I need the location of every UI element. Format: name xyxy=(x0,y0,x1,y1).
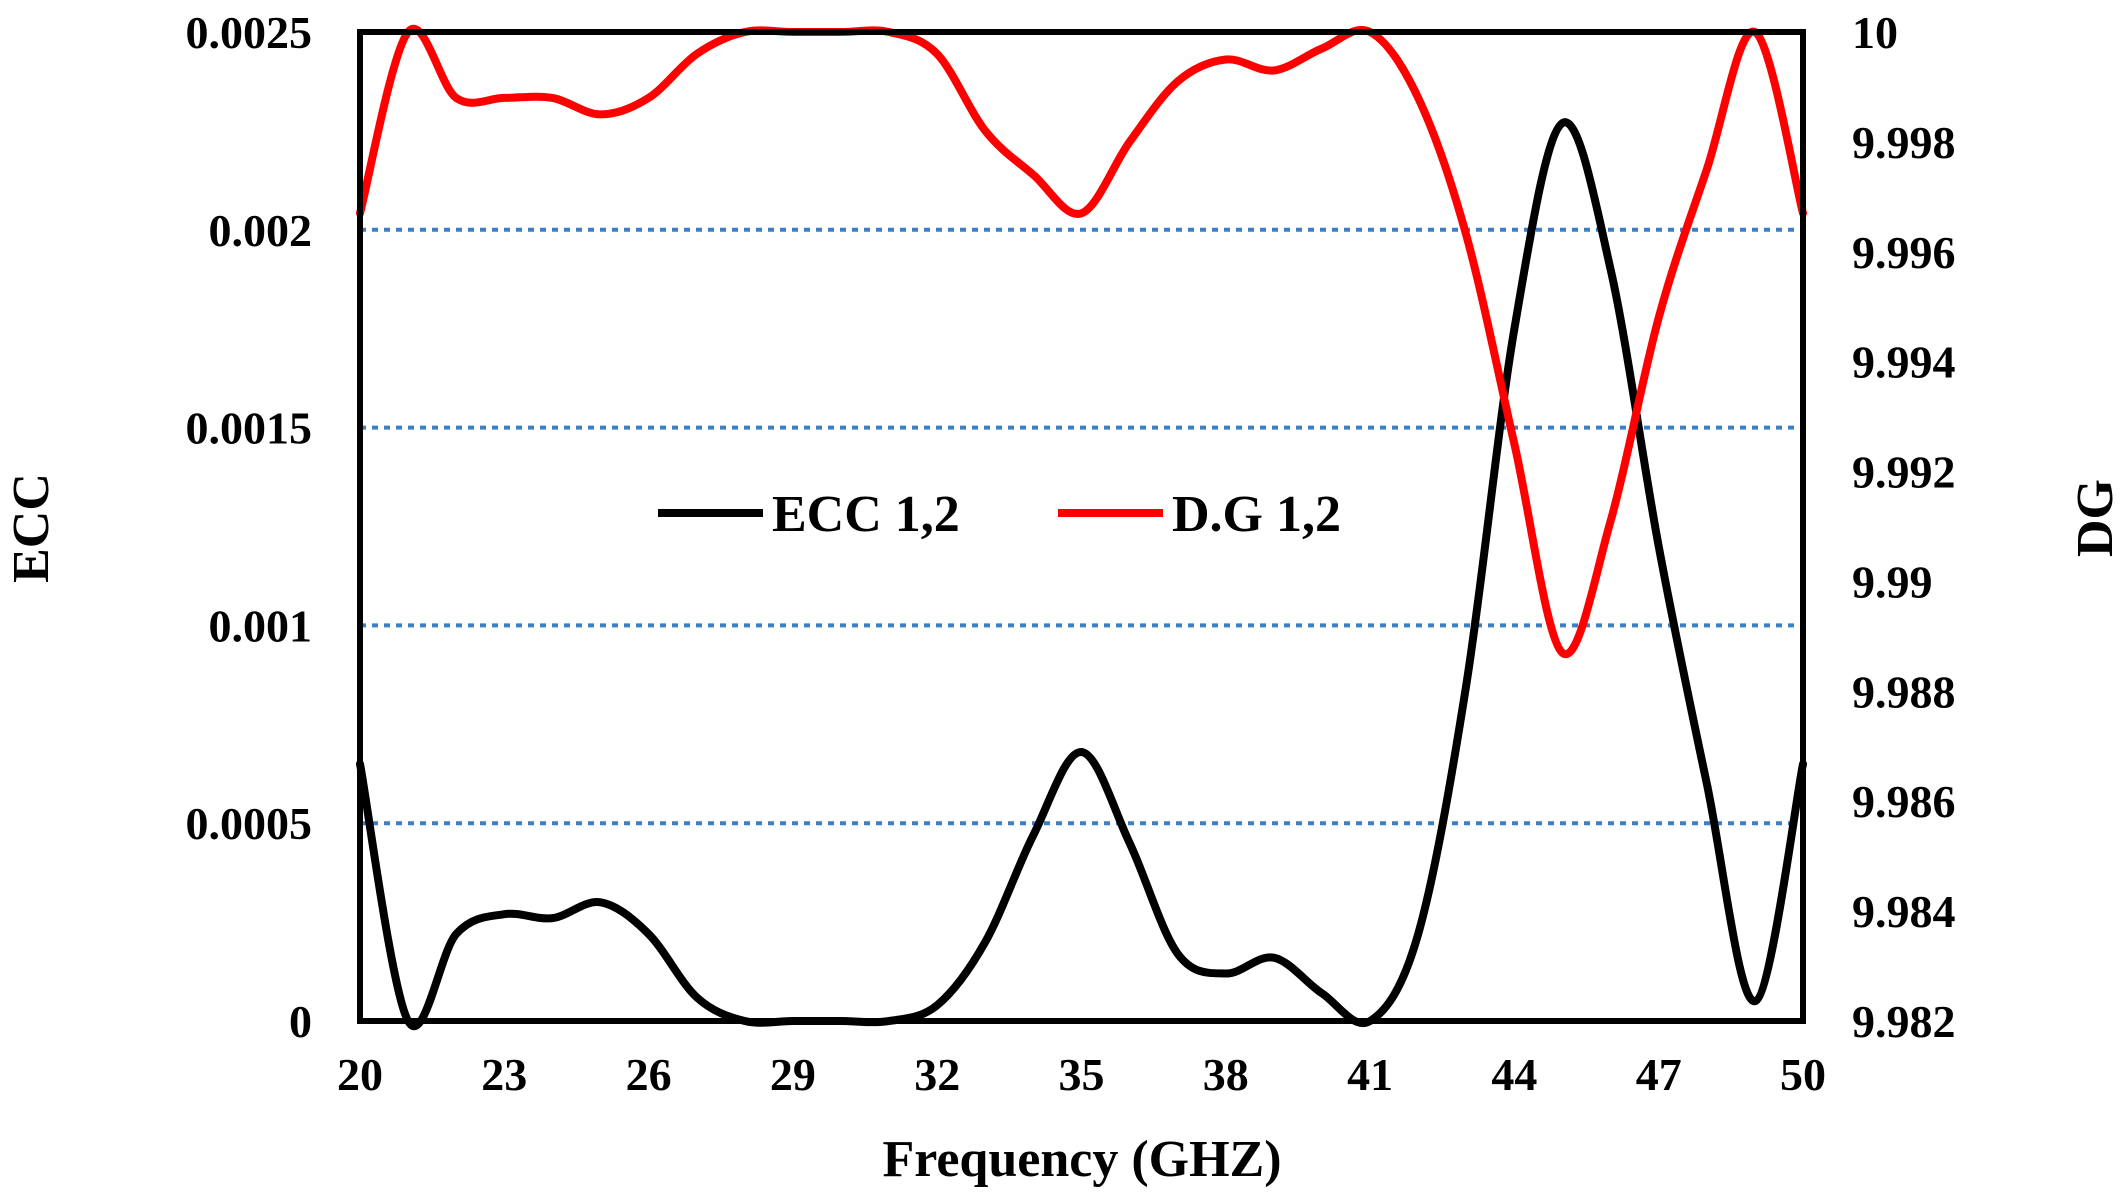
left-tick-label-1: 0.0005 xyxy=(186,798,313,849)
left-tick-label-2: 0.001 xyxy=(209,600,313,651)
left-tick-label-3: 0.0015 xyxy=(186,403,313,454)
right-tick-label-3: 9.988 xyxy=(1852,666,1956,717)
x-tick-label-4: 32 xyxy=(914,1049,960,1100)
x-axis-title: Frequency (GHZ) xyxy=(882,1131,1281,1188)
x-tick-label-10: 50 xyxy=(1780,1049,1826,1100)
left-axis-tick-labels: 0 0.0005 0.001 0.0015 0.002 0.0025 xyxy=(186,7,313,1047)
legend-label-dg: D.G 1,2 xyxy=(1172,486,1341,543)
plot-frame xyxy=(357,29,1806,1024)
x-tick-label-2: 26 xyxy=(626,1049,672,1100)
right-tick-label-4: 9.99 xyxy=(1852,556,1933,607)
legend-label-ecc: ECC 1,2 xyxy=(772,486,960,543)
x-tick-label-9: 47 xyxy=(1636,1049,1682,1100)
x-axis-tick-labels: 20 23 26 29 32 35 38 41 44 47 50 xyxy=(337,1049,1826,1100)
right-tick-label-9: 10 xyxy=(1852,7,1898,58)
x-tick-label-8: 44 xyxy=(1491,1049,1537,1100)
left-tick-label-4: 0.002 xyxy=(209,205,313,256)
right-tick-label-5: 9.992 xyxy=(1852,447,1956,498)
right-tick-label-1: 9.984 xyxy=(1852,886,1956,937)
x-tick-label-0: 20 xyxy=(337,1049,383,1100)
right-axis-title: DG xyxy=(2067,479,2124,557)
right-tick-label-8: 9.998 xyxy=(1852,117,1956,168)
series-line-dg xyxy=(356,24,1807,659)
right-axis-tick-labels: 9.982 9.984 9.986 9.988 9.99 9.992 9.994 9.996 9… xyxy=(1852,7,1956,1047)
x-tick-label-7: 41 xyxy=(1347,1049,1393,1100)
x-tick-label-1: 23 xyxy=(481,1049,527,1100)
right-tick-label-2: 9.986 xyxy=(1852,776,1956,827)
x-tick-label-3: 29 xyxy=(770,1049,816,1100)
left-axis-title: ECC xyxy=(3,473,60,583)
series-line-ecc xyxy=(356,118,1807,1030)
left-tick-label-0: 0 xyxy=(289,996,312,1047)
x-tick-label-5: 35 xyxy=(1059,1049,1105,1100)
gridlines xyxy=(360,227,1803,826)
right-tick-label-0: 9.982 xyxy=(1852,996,1956,1047)
legend: ECC 1,2 D.G 1,2 xyxy=(658,486,1341,543)
series-lines xyxy=(356,24,1807,1030)
left-tick-label-5: 0.0025 xyxy=(186,7,313,58)
right-tick-label-7: 9.996 xyxy=(1852,227,1956,278)
right-tick-label-6: 9.994 xyxy=(1852,337,1956,388)
x-tick-label-6: 38 xyxy=(1203,1049,1249,1100)
